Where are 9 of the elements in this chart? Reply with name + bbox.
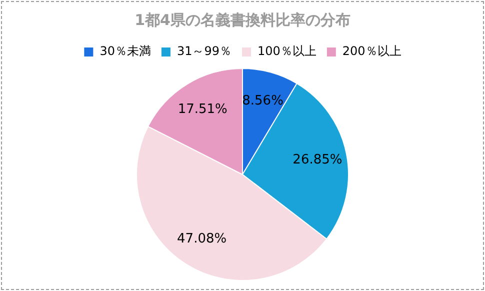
data-label: 17.51%: [178, 102, 228, 117]
chart-title: 1都4県の名義書換料比率の分布: [134, 10, 350, 29]
data-label: 47.08%: [177, 231, 227, 246]
legend-label: 100％以上: [258, 44, 316, 58]
legend-label: 30％未満: [100, 44, 151, 58]
data-label: 26.85%: [292, 152, 342, 168]
legend-label: 200％以上: [342, 44, 402, 58]
legend-label: 31～99％: [176, 44, 232, 58]
data-label: 8.56%: [242, 93, 284, 108]
